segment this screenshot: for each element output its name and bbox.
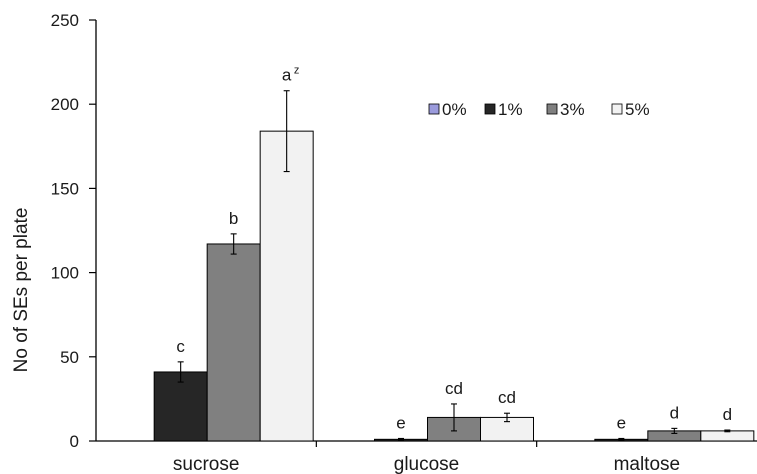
- y-axis-label: No of SEs per plate: [11, 208, 32, 373]
- bar: [206, 243, 261, 442]
- x-tick-label: sucrose: [173, 454, 240, 474]
- x-tick-label: glucose: [394, 454, 460, 474]
- y-axis: 0 50 100 150 200 250: [51, 11, 97, 451]
- legend-label: 0%: [442, 100, 467, 119]
- y-tick-label: 0: [70, 432, 79, 451]
- significance-letter: b: [229, 209, 238, 228]
- significance-letter: d: [723, 405, 732, 424]
- bars: [153, 130, 755, 442]
- x-tick-label: maltose: [614, 454, 681, 474]
- y-tick-label: 100: [51, 264, 79, 283]
- error-bars: [177, 90, 731, 441]
- legend-swatch: [428, 103, 440, 115]
- significance-letter: a: [282, 66, 292, 85]
- y-tick-label: 250: [51, 11, 79, 30]
- legend-label: 1%: [498, 100, 523, 119]
- significance-letter: e: [396, 413, 405, 432]
- bar: [259, 130, 314, 442]
- y-tick-label: 150: [51, 179, 79, 198]
- significance-letter: e: [617, 413, 626, 432]
- bar: [700, 430, 755, 442]
- y-tick-label: 200: [51, 95, 79, 114]
- y-tick-label: 50: [60, 348, 79, 367]
- legend: 0% 1% 3% 5%: [428, 100, 650, 119]
- legend-label: 3%: [560, 100, 585, 119]
- significance-letter: cd: [498, 388, 516, 407]
- superscript-letter: z: [294, 65, 300, 77]
- legend-swatch: [611, 103, 623, 115]
- legend-swatch: [546, 103, 558, 115]
- significance-letter: d: [670, 403, 679, 422]
- significance-letters: c b a z e cd cd e d d: [176, 65, 732, 433]
- x-axis: sucrose glucose maltose: [96, 440, 757, 474]
- legend-swatch: [484, 103, 496, 115]
- significance-letter: cd: [445, 379, 463, 398]
- legend-label: 5%: [625, 100, 650, 119]
- significance-letter: c: [176, 337, 185, 356]
